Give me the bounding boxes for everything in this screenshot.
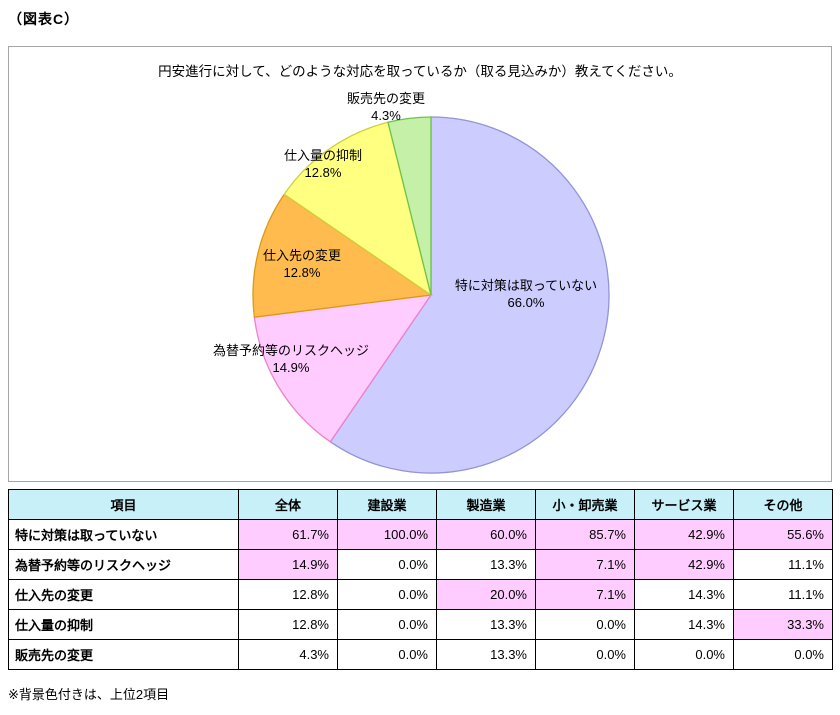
pie-chart-panel: 円安進行に対して、どのような対応を取っているか（取る見込みか）教えてください。 …	[8, 46, 832, 482]
footnote: ※背景色付きは、上位2項目	[8, 687, 170, 702]
pie-label-value: 4.3%	[371, 108, 401, 123]
value-cell: 12.8%	[238, 579, 338, 610]
value-cell: 33.3%	[733, 609, 833, 640]
pie-label-hedge: 為替予約等のリスクヘッジ 14.9%	[213, 342, 369, 376]
column-header-5: サービス業	[634, 489, 734, 520]
table-row-1: 為替予約等のリスクヘッジ 14.9% 0.0% 13.3% 7.1% 42.9% 11.1%	[8, 549, 833, 580]
value-cell: 13.3%	[436, 639, 536, 670]
pie-label-value: 66.0%	[507, 295, 545, 310]
row-label: 仕入量の抑制	[8, 609, 239, 640]
row-label: 特に対策は取っていない	[8, 519, 239, 550]
value-cell: 61.7%	[238, 519, 338, 550]
table-row-3: 仕入量の抑制 12.8% 0.0% 13.3% 0.0% 14.3% 33.3%	[8, 609, 833, 640]
column-header-2: 建設業	[337, 489, 437, 520]
pie-label-text: 販売先の変更	[346, 91, 426, 106]
column-header-4: 小・卸売業	[535, 489, 635, 520]
table-row-2: 仕入先の変更 12.8% 0.0% 20.0% 7.1% 14.3% 11.1%	[8, 579, 833, 610]
value-cell: 0.0%	[337, 609, 437, 640]
row-label: 為替予約等のリスクヘッジ	[8, 549, 239, 580]
figure-label: （図表C）	[8, 11, 80, 27]
value-cell: 11.1%	[733, 549, 833, 580]
row-label: 仕入先の変更	[8, 579, 239, 610]
value-cell: 0.0%	[337, 639, 437, 670]
value-cell: 14.3%	[634, 609, 734, 640]
pie-chart	[252, 116, 610, 474]
value-cell: 0.0%	[535, 639, 635, 670]
chart-title: 円安進行に対して、どのような対応を取っているか（取る見込みか）教えてください。	[158, 64, 682, 79]
value-cell: 0.0%	[535, 609, 635, 640]
value-cell: 55.6%	[733, 519, 833, 550]
value-cell: 0.0%	[337, 579, 437, 610]
table-header-row: 項目 全体 建設業 製造業 小・卸売業 サービス業 その他	[8, 489, 833, 520]
value-cell: 85.7%	[535, 519, 635, 550]
column-header-1: 全体	[238, 489, 338, 520]
value-cell: 13.3%	[436, 609, 536, 640]
row-label: 販売先の変更	[8, 639, 239, 670]
value-cell: 20.0%	[436, 579, 536, 610]
value-cell: 7.1%	[535, 549, 635, 580]
value-cell: 0.0%	[733, 639, 833, 670]
pie-label-no-measures: 特に対策は取っていない 66.0%	[455, 277, 597, 311]
pie-label-value: 12.8%	[304, 165, 342, 180]
pie-slice-4	[387, 116, 432, 296]
value-cell: 13.3%	[436, 549, 536, 580]
table-row-4: 販売先の変更 4.3% 0.0% 13.3% 0.0% 0.0% 0.0%	[8, 639, 833, 670]
value-cell: 60.0%	[436, 519, 536, 550]
value-cell: 11.1%	[733, 579, 833, 610]
value-cell: 100.0%	[337, 519, 437, 550]
pie-label-text: 仕入量の抑制	[283, 148, 363, 163]
pie-label-change-customers: 販売先の変更 4.3%	[347, 90, 425, 124]
column-header-6: その他	[733, 489, 833, 520]
value-cell: 12.8%	[238, 609, 338, 640]
summary-table: 項目 全体 建設業 製造業 小・卸売業 サービス業 その他 特に対策は取っていない 61.7%…	[8, 489, 833, 670]
value-cell: 7.1%	[535, 579, 635, 610]
column-header-3: 製造業	[436, 489, 536, 520]
pie-label-text: 為替予約等のリスクヘッジ	[212, 343, 370, 358]
pie-label-value: 14.9%	[272, 360, 310, 375]
value-cell: 42.9%	[634, 519, 734, 550]
pie-label-reduce-purchases: 仕入量の抑制 12.8%	[284, 147, 362, 181]
column-header-0: 項目	[8, 489, 239, 520]
value-cell: 0.0%	[337, 549, 437, 580]
pie-slice-0	[329, 116, 610, 474]
pie-label-value: 12.8%	[283, 265, 321, 280]
value-cell: 14.9%	[238, 549, 338, 580]
pie-label-text: 特に対策は取っていない	[454, 278, 598, 293]
pie-label-change-supplier: 仕入先の変更 12.8%	[263, 247, 341, 281]
value-cell: 4.3%	[238, 639, 338, 670]
value-cell: 14.3%	[634, 579, 734, 610]
pie-slice-2	[252, 193, 433, 318]
pie-slice-1	[253, 294, 433, 443]
pie-slice-3	[283, 121, 433, 297]
value-cell: 42.9%	[634, 549, 734, 580]
pie-label-text: 仕入先の変更	[262, 248, 342, 263]
table-row-0: 特に対策は取っていない 61.7% 100.0% 60.0% 85.7% 42.9% 55.…	[8, 519, 833, 550]
value-cell: 0.0%	[634, 639, 734, 670]
